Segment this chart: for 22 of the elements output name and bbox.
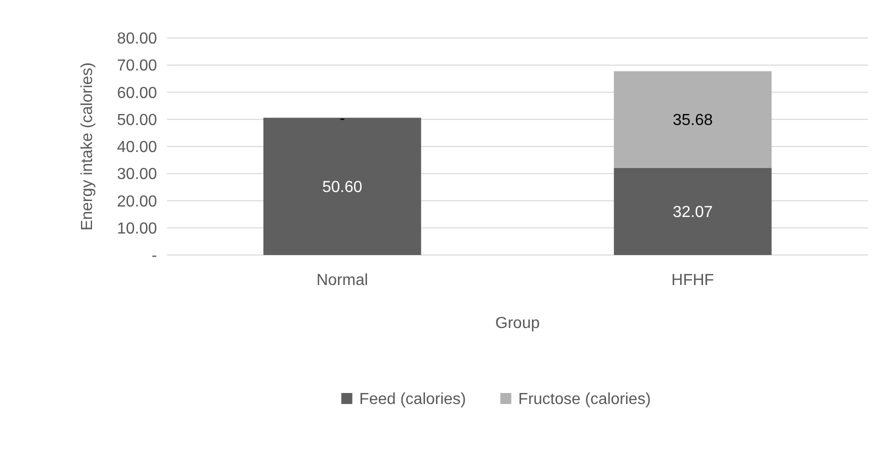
- data-label: 32.07: [672, 204, 713, 222]
- bar: [263, 118, 422, 255]
- x-tick-label: Normal: [316, 272, 368, 289]
- y-tick-label: 20.00: [116, 193, 158, 210]
- x-axis-title: Group: [495, 315, 540, 332]
- bar: [614, 168, 772, 255]
- data-label: -: [340, 110, 345, 128]
- data-label: 50.60: [322, 178, 362, 196]
- y-tick-label: 50.00: [116, 112, 158, 129]
- y-tick-label: 80.00: [116, 30, 158, 48]
- y-tick-label: 60.00: [116, 84, 158, 102]
- legend-label: Fructose (calories): [518, 391, 651, 408]
- data-label: 35.68: [672, 112, 713, 130]
- legend-label: Feed (calories): [359, 391, 466, 408]
- y-tick-label: 70.00: [116, 58, 158, 75]
- y-tick-label: -: [152, 248, 157, 265]
- y-tick-label: 40.00: [116, 139, 158, 156]
- y-tick-label: 30.00: [116, 166, 158, 184]
- y-tick-label: 10.00: [116, 220, 158, 238]
- bar: [614, 71, 772, 168]
- y-axis-title: Energy intake (calories): [79, 62, 96, 231]
- x-tick-label: HFHF: [671, 272, 714, 289]
